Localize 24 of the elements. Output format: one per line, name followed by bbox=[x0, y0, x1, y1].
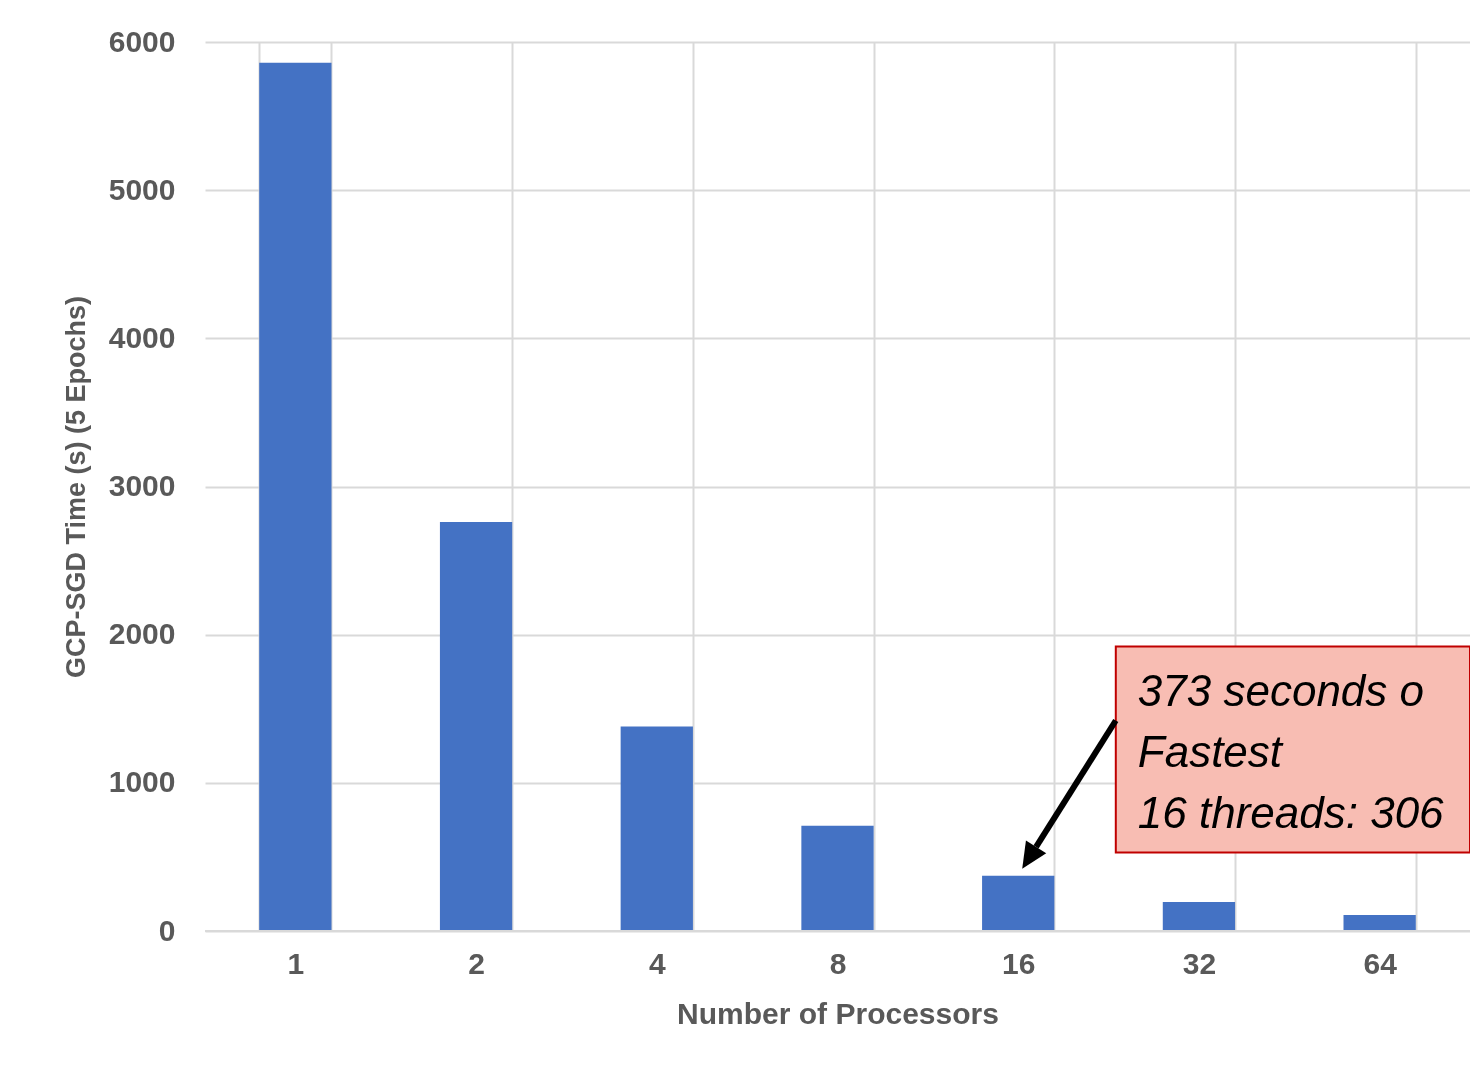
y-axis-title: GCP-SGD Time (s) (5 Epochs) bbox=[60, 295, 91, 679]
x-tick-label: 1 bbox=[287, 946, 305, 980]
y-tick-label: 3000 bbox=[108, 469, 176, 502]
y-tick-label: 1000 bbox=[108, 765, 176, 799]
y-tick-label: 0 bbox=[158, 913, 176, 947]
x-tick-label: 64 bbox=[1363, 946, 1398, 980]
y-tick-label: 2000 bbox=[108, 617, 176, 651]
bar bbox=[620, 726, 693, 931]
bar bbox=[259, 62, 332, 931]
y-tick-label: 6000 bbox=[108, 24, 176, 58]
bar bbox=[982, 875, 1055, 931]
bar bbox=[1343, 915, 1416, 931]
x-tick-label: 2 bbox=[468, 946, 485, 980]
x-axis-title: Number of Processors bbox=[677, 996, 999, 1030]
y-tick-label: 4000 bbox=[108, 320, 176, 354]
y-tick-label: 5000 bbox=[108, 172, 176, 206]
x-tick-label: 8 bbox=[829, 946, 847, 980]
bar bbox=[801, 825, 874, 931]
bar bbox=[1162, 901, 1236, 931]
annotation: 373 seconds o Fastest 16 threads: 306 bbox=[1137, 665, 1445, 837]
bar bbox=[439, 522, 513, 931]
x-tick-label: 32 bbox=[1182, 946, 1217, 980]
x-tick-label: 4 bbox=[648, 946, 666, 980]
x-tick-label: 16 bbox=[1002, 946, 1036, 980]
